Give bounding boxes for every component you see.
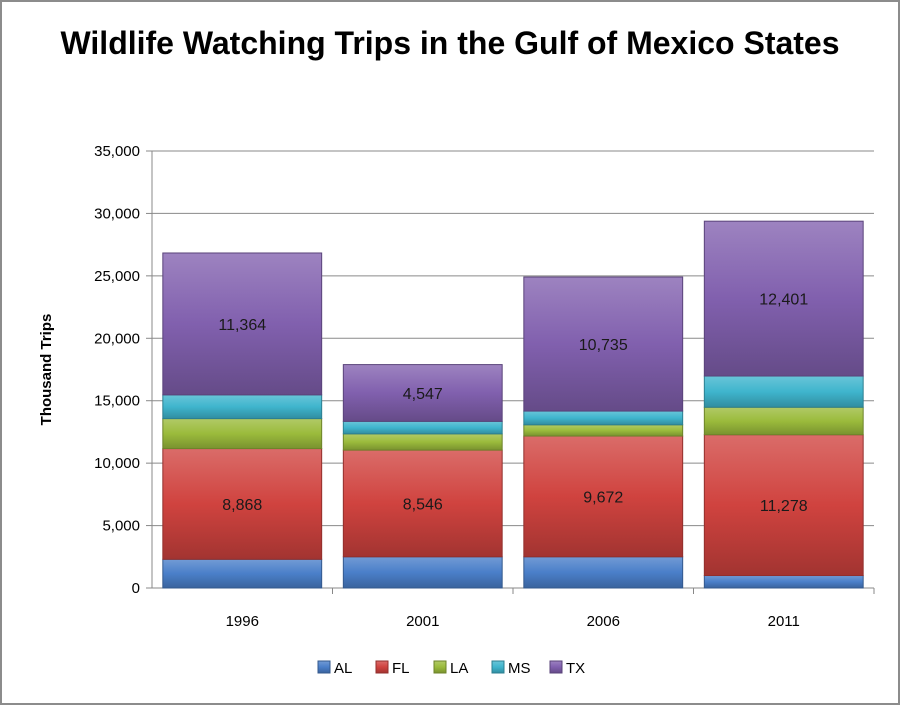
bar-fl-2006 — [523, 435, 684, 558]
legend-label-ms: MS — [508, 660, 531, 677]
x-tick-label: 2006 — [587, 613, 620, 630]
chart-title: Wildlife Watching Trips in the Gulf of M… — [60, 25, 840, 61]
bar-ms-2006 — [523, 410, 684, 426]
bar-al-2011 — [703, 575, 864, 589]
bar-la-2006 — [523, 424, 684, 437]
y-tick-label: 10,000 — [94, 455, 140, 472]
data-label-fl-2001: 8,546 — [403, 496, 443, 513]
y-tick-label: 0 — [132, 580, 140, 597]
bar-tx-2001 — [342, 364, 503, 422]
y-tick-label: 30,000 — [94, 205, 140, 222]
bar-la-2011 — [703, 406, 864, 436]
legend-swatch-fl — [375, 660, 389, 674]
bar-fl-1996 — [162, 448, 323, 560]
data-label-fl-2011: 11,278 — [760, 498, 808, 515]
legend-swatch-tx — [549, 660, 563, 674]
legend-label-la: LA — [450, 660, 468, 677]
legend-swatch-al — [317, 660, 331, 674]
bar-ms-1996 — [162, 394, 323, 420]
data-label-fl-1996: 8,868 — [222, 497, 262, 514]
bar-al-2001 — [342, 556, 503, 589]
legend-label-fl: FL — [392, 660, 410, 677]
bar-la-1996 — [162, 418, 323, 450]
bar-al-2006 — [523, 556, 684, 589]
y-tick-label: 20,000 — [94, 330, 140, 347]
legend-swatch-ms — [491, 660, 505, 674]
x-tick-label: 2001 — [406, 613, 439, 630]
data-label-tx-2006: 10,735 — [579, 337, 628, 354]
legend-label-tx: TX — [566, 660, 585, 677]
data-label-tx-2011: 12,401 — [759, 292, 808, 309]
x-tick-label: 2011 — [768, 613, 800, 630]
data-label-tx-1996: 11,364 — [218, 317, 266, 334]
bar-la-2001 — [342, 433, 503, 451]
y-tick-label: 5,000 — [102, 518, 140, 535]
data-label-fl-2006: 9,672 — [583, 489, 623, 506]
legend-label-al: AL — [334, 660, 352, 677]
legend-swatch-la — [433, 660, 447, 674]
bar-tx-1996 — [162, 252, 323, 396]
bar-al-1996 — [162, 558, 323, 589]
y-tick-label: 35,000 — [94, 143, 140, 160]
bar-fl-2011 — [703, 434, 864, 577]
bar-ms-2011 — [703, 375, 864, 408]
data-label-tx-2001: 4,547 — [403, 386, 443, 403]
bar-tx-2011 — [703, 220, 864, 377]
bar-ms-2001 — [342, 420, 503, 435]
y-tick-label: 15,000 — [94, 393, 140, 410]
x-tick-label: 1996 — [226, 613, 259, 630]
y-tick-label: 25,000 — [94, 268, 140, 285]
y-axis-label: Thousand Trips — [38, 314, 55, 426]
bar-tx-2006 — [523, 276, 684, 412]
